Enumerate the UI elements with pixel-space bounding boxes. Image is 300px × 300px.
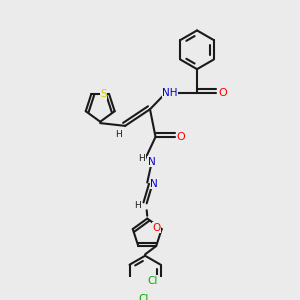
Text: NH: NH: [162, 88, 178, 98]
Text: H: H: [115, 130, 122, 139]
Text: Cl: Cl: [139, 294, 149, 300]
Text: N: N: [148, 157, 155, 167]
Text: N: N: [150, 179, 158, 189]
Text: Cl: Cl: [147, 275, 158, 286]
Text: S: S: [100, 89, 107, 99]
Text: O: O: [177, 132, 185, 142]
Text: H: H: [138, 154, 145, 163]
Text: O: O: [218, 88, 227, 98]
Text: H: H: [134, 201, 141, 210]
Text: O: O: [153, 223, 161, 233]
